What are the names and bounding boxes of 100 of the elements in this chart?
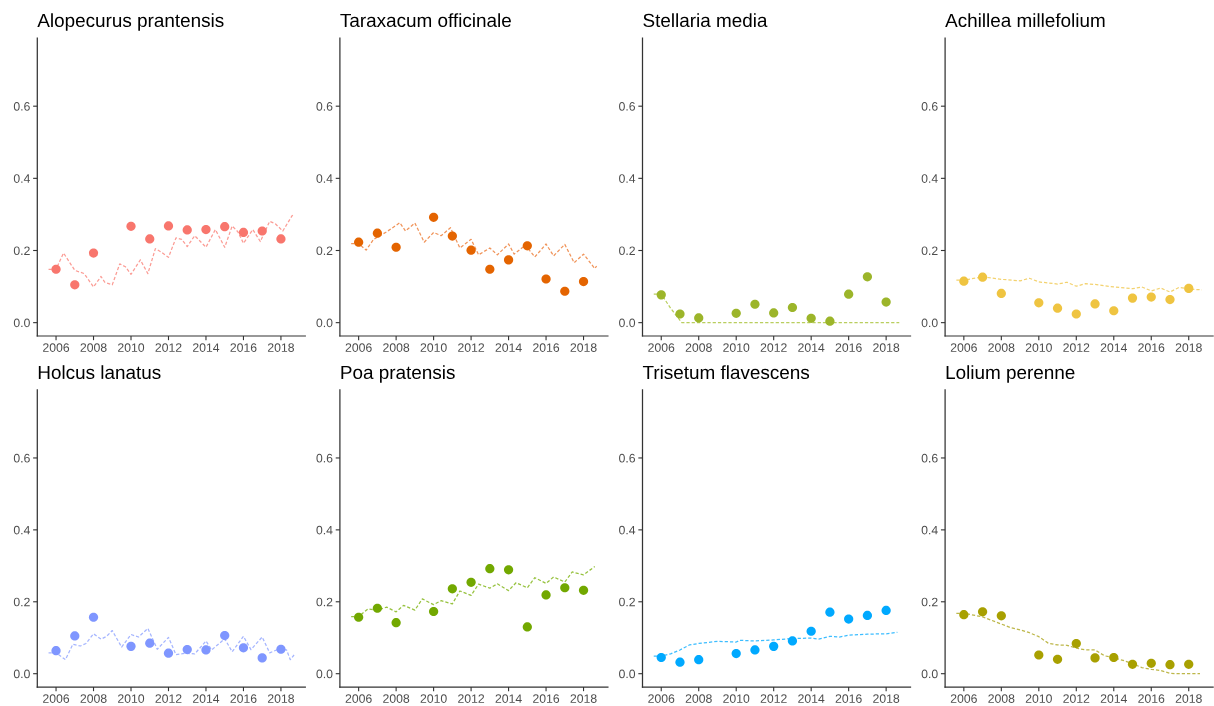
point — [182, 225, 192, 235]
chart-title: Trisetum flavescens — [642, 365, 810, 380]
x-tick-label: 2010 — [420, 343, 447, 352]
x-tick-label: 2016 — [835, 694, 862, 703]
point — [51, 264, 61, 274]
point — [541, 590, 551, 600]
x-tick-label: 2010 — [723, 694, 750, 703]
point — [1127, 293, 1138, 303]
chart-title: Lolium perenne — [946, 365, 1075, 383]
point — [145, 638, 155, 648]
point — [88, 248, 99, 258]
x-tick-label: 2006 — [43, 343, 70, 352]
x-tick-label: 2014 — [495, 343, 522, 352]
point — [1090, 653, 1100, 663]
chart-title: Alopecurus prantensis — [37, 13, 224, 31]
point — [522, 241, 532, 251]
point — [163, 221, 174, 231]
point — [806, 626, 816, 636]
y-tick-label: 0.4 — [619, 525, 636, 535]
point — [1052, 654, 1063, 664]
point — [503, 565, 514, 575]
x-tick-label: 2006 — [950, 694, 977, 703]
y-tick-label: 0.0 — [13, 318, 30, 328]
point — [750, 299, 760, 309]
point — [485, 564, 495, 574]
line-series — [47, 214, 295, 288]
x-tick-label: 2008 — [988, 694, 1015, 703]
y-tick-label: 0.4 — [921, 525, 938, 535]
x-tick-label: 2014 — [1100, 343, 1128, 352]
point — [560, 286, 570, 296]
x-tick-label: 2018 — [570, 343, 597, 352]
x-tick-label: 2010 — [1025, 694, 1052, 703]
y-tick-label: 0.2 — [921, 597, 938, 607]
point — [201, 224, 211, 235]
point — [429, 606, 439, 617]
x-tick-label: 2018 — [1175, 343, 1202, 352]
point — [201, 645, 211, 655]
point — [541, 274, 551, 284]
x-tick-label: 2018 — [267, 343, 294, 352]
x-tick-label: 2010 — [420, 694, 447, 703]
y-tick-label: 0.2 — [619, 597, 635, 607]
point — [1034, 298, 1044, 308]
point — [220, 630, 230, 641]
y-tick-label: 0.2 — [13, 597, 30, 607]
x-tick-label: 2012 — [155, 343, 182, 352]
x-tick-label: 2010 — [118, 694, 145, 703]
x-tick-label: 2016 — [1138, 694, 1165, 703]
y-tick-label: 0.4 — [13, 174, 30, 183]
point — [675, 309, 685, 319]
x-tick-label: 2014 — [495, 694, 522, 703]
y-tick-label: 0.4 — [316, 174, 333, 183]
x-tick-label: 2006 — [345, 694, 372, 703]
x-tick-label: 2012 — [760, 343, 787, 352]
point — [806, 313, 816, 323]
y-tick-label: 0.6 — [619, 102, 636, 111]
x-tick-label: 2018 — [570, 694, 597, 703]
point — [881, 605, 891, 616]
y-tick-label: 0.2 — [619, 246, 635, 256]
point — [750, 645, 760, 655]
x-tick-label: 2006 — [648, 694, 675, 703]
point — [844, 614, 854, 624]
point — [1034, 650, 1044, 660]
y-tick-label: 0.6 — [316, 453, 333, 463]
point — [1109, 306, 1119, 316]
x-tick-label: 2018 — [873, 694, 900, 703]
point — [354, 612, 364, 622]
point — [731, 648, 741, 659]
point — [447, 231, 457, 241]
point — [959, 276, 969, 286]
point — [731, 308, 741, 318]
point — [391, 618, 401, 628]
point — [429, 212, 439, 222]
line-series — [350, 222, 598, 270]
y-tick-label: 0.0 — [921, 669, 938, 679]
point — [1052, 303, 1063, 313]
point — [391, 242, 401, 252]
x-tick-label: 2018 — [1175, 694, 1202, 703]
chart-title: Achillea millefolium — [945, 13, 1105, 28]
point — [126, 641, 136, 651]
point — [51, 646, 61, 656]
x-tick-label: 2016 — [1138, 343, 1165, 352]
x-tick-label: 2006 — [345, 343, 372, 352]
point — [163, 648, 174, 658]
y-tick-label: 0.4 — [316, 525, 333, 535]
point — [578, 276, 589, 287]
x-tick-label: 2014 — [798, 694, 825, 703]
point — [844, 289, 854, 299]
y-tick-label: 0.4 — [13, 525, 30, 535]
point — [1165, 294, 1175, 305]
point — [1071, 309, 1081, 319]
x-tick-label: 2016 — [835, 343, 862, 352]
y-tick-label: 0.0 — [619, 669, 636, 679]
point — [959, 610, 969, 620]
x-tick-label: 2010 — [723, 343, 750, 352]
chart-title: Taraxacum officinale — [340, 13, 511, 28]
x-tick-label: 2008 — [685, 694, 712, 703]
x-tick-label: 2006 — [950, 343, 977, 352]
y-tick-label: 0.2 — [316, 246, 333, 256]
y-tick-label: 0.6 — [13, 102, 30, 111]
point — [372, 603, 382, 613]
